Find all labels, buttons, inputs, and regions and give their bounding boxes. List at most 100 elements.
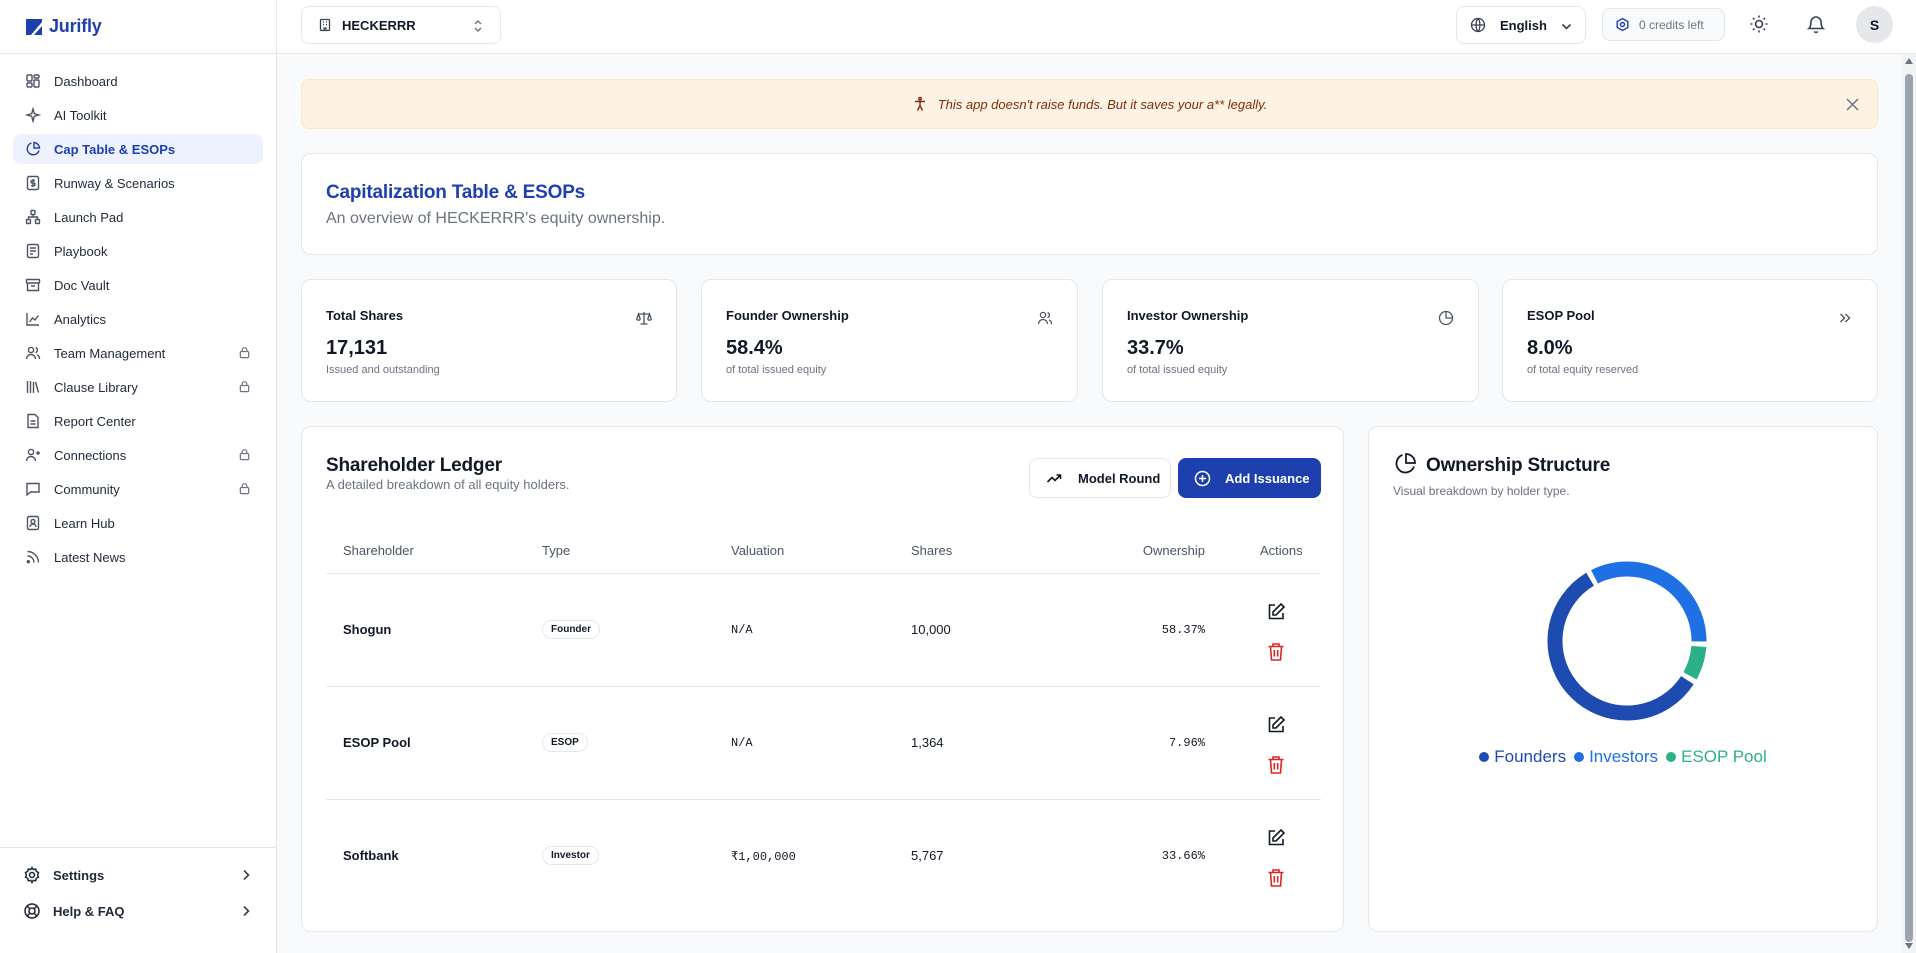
- language-select[interactable]: English: [1456, 6, 1586, 44]
- edit-icon[interactable]: [1266, 715, 1286, 735]
- trash-icon[interactable]: [1267, 642, 1285, 662]
- building-icon: [319, 18, 331, 32]
- company-select[interactable]: HECKERRR: [301, 6, 501, 44]
- edit-icon[interactable]: [1266, 602, 1286, 622]
- sidebar-item-ai-toolkit[interactable]: AI Toolkit: [13, 100, 263, 130]
- sidebar-item-label: Team Management: [54, 345, 166, 361]
- logo[interactable]: Jurifly: [0, 0, 276, 54]
- donut-slice-investors[interactable]: [1591, 561, 1707, 642]
- trash-icon[interactable]: [1267, 755, 1285, 775]
- donut-slice-esop-pool[interactable]: [1683, 645, 1707, 680]
- stat-note: of total equity reserved: [1527, 364, 1639, 376]
- legend-dot: [1479, 752, 1490, 762]
- donut-slice-founders[interactable]: [1547, 572, 1694, 721]
- users-icon: [25, 346, 41, 360]
- stat-value: 8.0%: [1527, 337, 1573, 359]
- gear-icon: [24, 866, 40, 884]
- stat-note: Issued and outstanding: [326, 364, 440, 376]
- chart-legend: Founders Investors ESOP Pool: [1369, 747, 1877, 767]
- stat-note: of total issued equity: [726, 364, 827, 376]
- legend-label: ESOP Pool: [1681, 747, 1767, 766]
- sidebar-item-label: Doc Vault: [54, 277, 110, 293]
- rss-icon: [26, 550, 40, 564]
- sidebar-item-connections[interactable]: Connections: [13, 440, 263, 470]
- ownership-value: 7.96%: [1168, 736, 1205, 750]
- sidebar-item-runway[interactable]: Runway & Scenarios: [13, 168, 263, 198]
- sparkles-icon: [25, 107, 41, 123]
- column-header: Shares: [911, 543, 953, 558]
- app-name: Jurifly: [49, 16, 102, 36]
- learn-icon: [26, 515, 40, 531]
- topbar: HECKERRR English 0 credits left S: [277, 0, 1916, 54]
- network-icon: [25, 209, 41, 225]
- scroll-thumb[interactable]: [1905, 74, 1913, 942]
- sidebar-item-label: Launch Pad: [54, 209, 124, 225]
- valuation-value: ₹1,00,000: [731, 850, 796, 864]
- sidebar-item-launch-pad[interactable]: Launch Pad: [13, 202, 263, 232]
- legend-label: Investors: [1589, 747, 1659, 766]
- model-round-button[interactable]: Model Round: [1029, 458, 1171, 498]
- edit-icon[interactable]: [1266, 828, 1286, 848]
- ledger-subtitle: A detailed breakdown of all equity holde…: [326, 477, 570, 492]
- sidebar-item-label: Analytics: [54, 311, 107, 327]
- page-scrollbar[interactable]: [1902, 54, 1916, 953]
- settings-button[interactable]: Settings: [13, 860, 263, 890]
- type-badge: ESOP: [542, 733, 588, 752]
- shareholder-name: Shogun: [343, 622, 392, 637]
- sidebar-item-analytics[interactable]: Analytics: [13, 304, 263, 334]
- legend-item[interactable]: Founders: [1479, 747, 1566, 767]
- sidebar-item-learn-hub[interactable]: Learn Hub: [13, 508, 263, 538]
- credits-badge[interactable]: 0 credits left: [1602, 8, 1725, 41]
- sidebar-item-playbook[interactable]: Playbook: [13, 236, 263, 266]
- sidebar-item-doc-vault[interactable]: Doc Vault: [13, 270, 263, 300]
- sun-icon[interactable]: [1749, 14, 1769, 34]
- sidebar-item-dashboard[interactable]: Dashboard: [13, 66, 263, 96]
- dollar-icon: [26, 175, 40, 191]
- info-banner: This app doesn't raise funds. But it sav…: [301, 79, 1878, 129]
- stat-value: 33.7%: [1127, 337, 1184, 359]
- credits-icon: [1616, 17, 1629, 32]
- trash-icon[interactable]: [1267, 868, 1285, 888]
- avatar[interactable]: S: [1856, 6, 1893, 43]
- help-faq-button[interactable]: Help & FAQ: [13, 896, 263, 926]
- settings-label: Settings: [53, 867, 105, 883]
- report-icon: [27, 413, 39, 429]
- ownership-value: 58.37%: [1161, 623, 1205, 637]
- sidebar-item-community[interactable]: Community: [13, 474, 263, 504]
- stat-value: 58.4%: [726, 337, 783, 359]
- ownership-donut-chart: [1547, 561, 1707, 721]
- shareholder-ledger: Shareholder Ledger A detailed breakdown …: [301, 426, 1344, 932]
- sidebar-item-report-center[interactable]: Report Center: [13, 406, 263, 436]
- sidebar-item-label: Connections: [54, 447, 127, 463]
- sidebar-item-team-management[interactable]: Team Management: [13, 338, 263, 368]
- sidebar-item-clause-library[interactable]: Clause Library: [13, 372, 263, 402]
- dashboard-icon: [26, 74, 40, 88]
- company-name: HECKERRR: [342, 17, 416, 33]
- scroll-up-arrow[interactable]: [1905, 58, 1913, 64]
- sidebar-item-latest-news[interactable]: Latest News: [13, 542, 263, 572]
- legend-item[interactable]: Investors: [1574, 747, 1658, 767]
- table-row: Softbank Investor ₹1,00,000 5,767 33.66%: [326, 800, 1321, 913]
- sidebar-item-label: Playbook: [54, 243, 108, 259]
- sidebar-item-label: Latest News: [54, 549, 126, 565]
- plus-circle-icon: [1194, 470, 1211, 486]
- archive-icon: [25, 278, 41, 292]
- line-chart-icon: [26, 313, 40, 326]
- legend-item[interactable]: ESOP Pool: [1666, 747, 1767, 767]
- library-icon: [26, 381, 40, 393]
- bell-icon[interactable]: [1806, 14, 1826, 34]
- shares-value: 5,767: [911, 848, 944, 863]
- add-issuance-button[interactable]: Add Issuance: [1178, 458, 1321, 498]
- avatar-initial: S: [1869, 16, 1880, 33]
- scroll-down-arrow[interactable]: [1905, 943, 1913, 949]
- sidebar-item-label: Dashboard: [54, 73, 118, 89]
- stat-card-esop-pool: ESOP Pool 8.0% of total equity reserved: [1502, 279, 1878, 402]
- valuation-value: N/A: [731, 623, 753, 637]
- sidebar-item-label: Cap Table & ESOPs: [54, 141, 176, 157]
- sidebar-item-cap-table[interactable]: Cap Table & ESOPs: [13, 134, 263, 164]
- shareholder-name: Softbank: [343, 848, 399, 863]
- shares-value: 1,364: [911, 735, 944, 750]
- table-row: Shogun Founder N/A 10,000 58.37%: [326, 574, 1321, 687]
- close-icon[interactable]: [1844, 96, 1861, 113]
- trending-up-icon: [1046, 474, 1062, 483]
